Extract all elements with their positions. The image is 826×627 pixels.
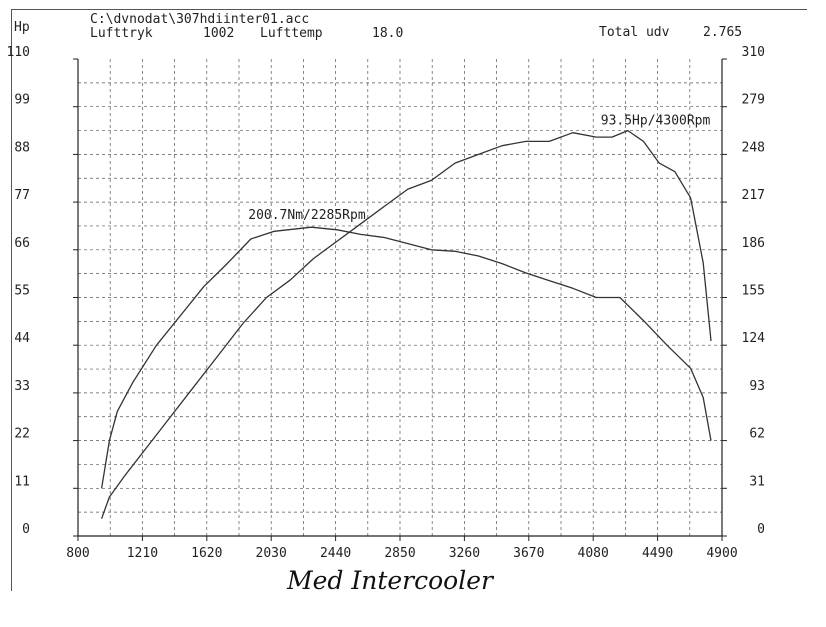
file-path: C:\dvnodat\307hdiinter01.acc (90, 12, 310, 27)
peak-torque-annotation: 200.7Nm/2285Rpm (248, 208, 366, 223)
x-tick-label: 800 (66, 546, 89, 561)
total-label: Total udv (599, 25, 670, 40)
y-right-tick-label: 186 (742, 236, 765, 251)
y-left-tick-label: 110 (7, 45, 30, 60)
peak-power-annotation: 93.5Hp/4300Rpm (601, 114, 711, 129)
y-right-tick-label: 279 (742, 93, 765, 108)
pressure-label: Lufttryk (90, 26, 153, 41)
y-left-tick-label: 66 (14, 236, 30, 251)
torque-curve (100, 226, 712, 489)
chart-caption: Med Intercooler (287, 566, 493, 595)
y-left-tick-label: 22 (14, 427, 30, 442)
x-tick-label: 3670 (513, 546, 544, 561)
y-right-tick-label: 310 (742, 45, 765, 60)
left-unit-label: Hp (14, 20, 30, 35)
x-tick-label: 2030 (256, 546, 287, 561)
y-left-tick-label: 11 (14, 474, 30, 489)
y-right-tick-label: 93 (749, 379, 765, 394)
y-left-tick-label: 88 (14, 140, 30, 155)
y-left-tick-label: 77 (14, 188, 30, 203)
y-left-tick-label: 55 (14, 284, 30, 299)
y-right-tick-label: 0 (757, 522, 765, 537)
y-right-tick-label: 124 (742, 331, 766, 346)
y-left-tick-label: 44 (14, 331, 30, 346)
y-right-tick-label: 217 (742, 188, 765, 203)
y-left-tick-label: 33 (14, 379, 30, 394)
y-right-tick-label: 155 (742, 284, 765, 299)
temp-value: 18.0 (372, 26, 404, 41)
y-left-tick-label: 0 (22, 522, 30, 537)
x-tick-label: 2440 (320, 546, 351, 561)
pressure-value: 1002 (203, 26, 235, 41)
y-left-tick-label: 99 (14, 93, 30, 108)
x-tick-label: 4900 (706, 546, 737, 561)
x-tick-label: 2850 (384, 546, 415, 561)
x-tick-label: 1210 (127, 546, 158, 561)
chart-frame (11, 9, 807, 591)
y-right-tick-label: 62 (749, 427, 765, 442)
x-tick-label: 4490 (642, 546, 673, 561)
x-tick-label: 4080 (578, 546, 609, 561)
x-tick-label: 3260 (449, 546, 480, 561)
x-tick-label: 1620 (191, 546, 222, 561)
power-curve (100, 129, 712, 519)
y-right-tick-label: 248 (742, 140, 765, 155)
total-value: 2.765 (703, 25, 743, 40)
temp-label: Lufttemp (260, 26, 323, 41)
y-right-tick-label: 31 (749, 474, 765, 489)
